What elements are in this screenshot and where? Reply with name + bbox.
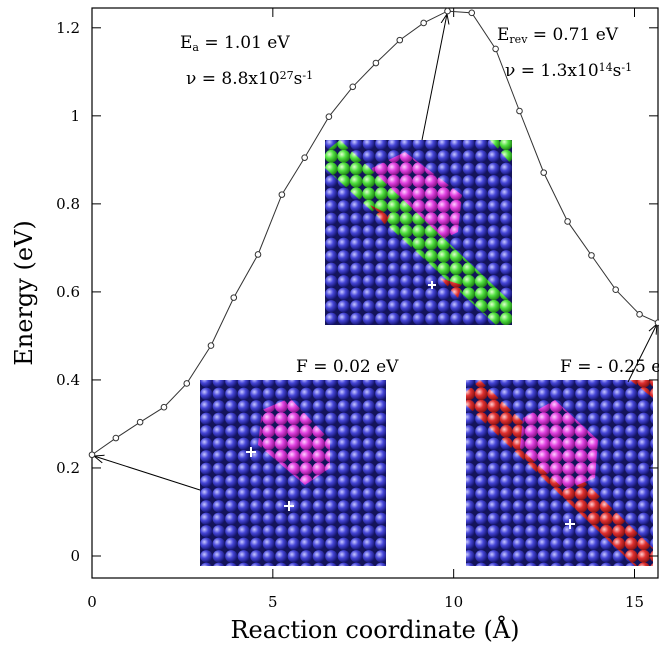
- annotation: Erev = 0.71 eV: [497, 25, 619, 46]
- data-point: [183, 380, 191, 387]
- data-point: [160, 403, 168, 411]
- annotation-part: ν = 8.8x10: [186, 69, 280, 89]
- y-tick-label: 0.4: [56, 371, 80, 389]
- data-point: [612, 286, 619, 293]
- inset-saddle: [325, 140, 512, 325]
- annotation: F = 0.02 eV: [296, 357, 399, 377]
- data-point: [88, 451, 96, 459]
- y-axis-label: Energy (eV): [10, 220, 38, 365]
- annotation: ν = 8.8x1027s-1: [186, 69, 313, 89]
- annotation: Ea = 1.01 eV: [180, 33, 290, 54]
- data-point: [325, 113, 333, 121]
- data-point: [278, 191, 286, 198]
- inset-final: [466, 380, 653, 566]
- annotation-part: -1: [621, 61, 632, 74]
- data-point: [492, 45, 499, 53]
- data-point: [516, 107, 523, 115]
- data-point: [396, 36, 404, 44]
- y-tick-label: 0.6: [56, 283, 80, 301]
- data-point: [230, 294, 238, 301]
- x-tick-label: 0: [87, 593, 97, 611]
- data-point: [301, 154, 308, 161]
- annotation-part: 14: [599, 61, 613, 74]
- data-point: [254, 251, 262, 258]
- data-point: [444, 7, 451, 15]
- data-point: [588, 252, 595, 259]
- annotation-part: 27: [280, 69, 294, 82]
- x-tick-label: 5: [268, 593, 278, 611]
- annotation-part: E: [497, 25, 509, 45]
- data-point: [112, 434, 120, 442]
- annotation-part: = 1.01 eV: [199, 33, 290, 53]
- annotation-part: E: [180, 33, 192, 53]
- annotation-part: rev: [509, 33, 528, 46]
- annotation-part: -1: [302, 69, 313, 82]
- annotation: F = - 0.25 eV: [560, 357, 659, 377]
- x-tick-label: 15: [625, 593, 644, 611]
- annotation-part: s: [294, 69, 303, 89]
- x-tick-label: 10: [444, 593, 463, 611]
- y-tick-label: 0.8: [56, 195, 80, 213]
- plot-frame: [91, 7, 659, 579]
- y-tick-label: 0.2: [56, 459, 80, 477]
- data-point: [349, 83, 357, 91]
- annotation-part: s: [613, 61, 622, 81]
- annotation-part: = 0.71 eV: [527, 25, 618, 45]
- data-point: [136, 418, 144, 426]
- annotation-part: F = - 0.25 eV: [560, 357, 659, 377]
- data-point: [420, 19, 427, 27]
- x-axis-label: Reaction coordinate (Å): [230, 615, 519, 644]
- data-point: [636, 311, 643, 318]
- annotation: ν = 1.3x1014s-1: [505, 61, 632, 81]
- arrows: [94, 14, 657, 491]
- inset-initial: [200, 380, 386, 566]
- data-point: [372, 59, 380, 67]
- data-point: [564, 218, 571, 225]
- annotation-part: a: [192, 41, 199, 54]
- y-tick-label: 0: [70, 547, 80, 565]
- data-point: [207, 342, 215, 349]
- annotation-part: ν = 1.3x10: [505, 61, 599, 81]
- data-point: [654, 319, 659, 327]
- data-point: [468, 9, 476, 17]
- data-point: [540, 169, 548, 176]
- y-tick-label: 1: [70, 107, 80, 125]
- y-tick-label: 1.2: [56, 19, 80, 37]
- annotation-part: F = 0.02 eV: [296, 357, 399, 377]
